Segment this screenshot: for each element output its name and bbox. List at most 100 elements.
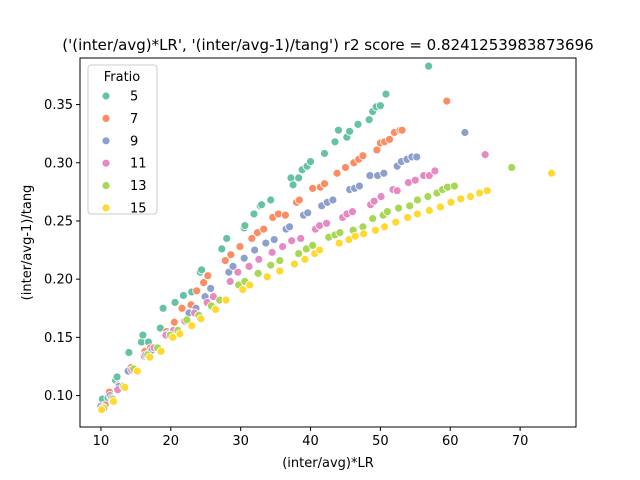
data-point-fratio-9-17 (269, 235, 279, 244)
data-point-fratio-15-35 (482, 186, 492, 196)
data-point-fratio-9-12 (224, 267, 234, 277)
data-point-fratio-5-31 (334, 125, 343, 135)
data-point-fratio-15-31 (446, 197, 456, 207)
data-point-fratio-15-13 (245, 280, 255, 290)
y-tick-label: 0.20 (44, 273, 73, 288)
data-point-fratio-15-22 (350, 231, 360, 241)
data-point-fratio-13-31 (423, 192, 433, 201)
data-point-fratio-15-19 (315, 245, 325, 255)
legend-marker-13 (101, 181, 111, 191)
data-point-fratio-13-8 (182, 315, 192, 325)
data-point-fratio-11-14 (244, 261, 254, 271)
data-point-fratio-7-14 (226, 250, 236, 260)
x-tick-label: 50 (372, 434, 389, 449)
data-point-fratio-7-8 (177, 303, 187, 313)
data-point-fratio-11-19 (296, 234, 306, 243)
data-point-fratio-9-21 (303, 208, 313, 218)
data-point-fratio-7-12 (203, 271, 213, 281)
data-point-fratio-11-13 (233, 267, 243, 277)
y-tick-label: 0.30 (44, 156, 73, 171)
data-point-fratio-11-22 (322, 218, 332, 228)
data-point-fratio-15-17 (300, 254, 310, 264)
data-point-fratio-5-30 (330, 137, 340, 147)
data-point-fratio-7-27 (332, 168, 342, 178)
data-point-fratio-15-16 (290, 259, 299, 269)
data-point-fratio-15-29 (424, 206, 434, 215)
y-tick-label: 0.25 (44, 214, 73, 229)
data-point-fratio-5-21 (257, 200, 267, 210)
data-point-fratio-5-16 (222, 234, 232, 243)
x-axis-label: (inter/avg)*LR (282, 456, 374, 471)
data-point-fratio-7-28 (341, 163, 350, 172)
data-point-fratio-11-35 (430, 166, 440, 176)
data-point-fratio-9-30 (379, 168, 389, 178)
data-point-fratio-15-26 (391, 217, 401, 227)
data-point-fratio-11-32 (410, 175, 420, 185)
legend-entries: 5 7 9 11 13 15 (101, 90, 147, 217)
data-point-fratio-5-28 (306, 157, 315, 167)
data-point-fratio-15-10 (211, 305, 220, 314)
legend-title: Fratio (104, 70, 141, 85)
legend-box (87, 64, 158, 215)
x-tick-label: 20 (163, 434, 180, 449)
data-point-fratio-11-17 (278, 242, 287, 251)
data-point-fratio-5-40 (424, 61, 434, 71)
data-point-fratio-9-15 (250, 245, 260, 255)
data-point-fratio-13-15 (266, 260, 276, 270)
data-point-fratio-15-25 (380, 222, 389, 232)
data-point-fratio-13-36 (507, 163, 517, 172)
data-point-fratio-15-15 (275, 266, 285, 276)
data-point-fratio-5-22 (266, 195, 276, 205)
x-tick-label: 60 (442, 434, 459, 449)
data-point-fratio-9-13 (228, 261, 238, 271)
data-point-fratio-5-18 (240, 221, 250, 231)
data-point-fratio-9-11 (206, 284, 216, 293)
legend-label-13: 13 (130, 179, 147, 194)
data-point-fratio-9-35 (412, 152, 422, 162)
data-point-fratio-9-16 (261, 238, 271, 248)
data-point-fratio-13-27 (382, 207, 392, 217)
y-axis-label: (inter/avg-1)/tang (20, 185, 35, 301)
data-point-fratio-7-31 (358, 151, 368, 161)
data-point-fratio-7-16 (247, 234, 257, 243)
legend-marker-9 (101, 136, 111, 146)
data-point-fratio-5-11 (178, 291, 188, 300)
data-point-fratio-5-4 (124, 348, 134, 357)
data-point-fratio-15-5 (156, 346, 166, 356)
data-point-fratio-15-24 (371, 225, 380, 235)
y-tick-label: 0.15 (44, 331, 73, 346)
chart-title: ('(inter/avg)*LR', '(inter/avg-1)/tang')… (62, 36, 593, 54)
data-point-fratio-11-27 (369, 196, 379, 206)
data-point-fratio-5-24 (288, 180, 298, 190)
data-point-fratio-7-7 (169, 317, 179, 327)
data-point-fratio-5-38 (375, 101, 385, 111)
data-point-fratio-11-18 (287, 236, 297, 246)
data-point-fratio-5-6 (138, 330, 148, 340)
data-point-fratio-15-11 (221, 295, 231, 305)
data-point-fratio-13-14 (253, 268, 263, 278)
data-point-fratio-5-14 (197, 265, 206, 275)
data-point-fratio-13-35 (450, 181, 459, 191)
data-point-fratio-15-14 (262, 272, 272, 282)
data-point-fratio-13-17 (294, 249, 304, 258)
data-point-fratio-13-25 (368, 214, 378, 224)
data-point-fratio-11-15 (254, 254, 264, 264)
data-point-fratio-5-29 (320, 149, 329, 158)
data-point-fratio-15-4 (145, 352, 155, 362)
x-tick-label: 70 (512, 434, 529, 449)
data-point-fratio-15-6 (168, 332, 178, 342)
data-point-fratio-11-12 (225, 277, 235, 286)
data-point-fratio-13-28 (394, 203, 403, 213)
data-point-fratio-13-19 (308, 241, 318, 250)
legend-label-9: 9 (130, 134, 138, 149)
data-point-fratio-7-26 (320, 179, 329, 189)
data-point-fratio-15-8 (187, 321, 197, 331)
data-point-fratio-11-16 (267, 247, 277, 257)
data-point-fratio-7-18 (259, 224, 269, 234)
data-point-fratio-11-30 (392, 186, 402, 196)
data-point-fratio-13-22 (335, 228, 345, 238)
legend-label-11: 11 (130, 157, 147, 172)
data-point-fratio-9-27 (355, 181, 364, 191)
data-point-fratio-5-34 (353, 119, 363, 129)
data-point-fratio-5-25 (294, 173, 304, 183)
